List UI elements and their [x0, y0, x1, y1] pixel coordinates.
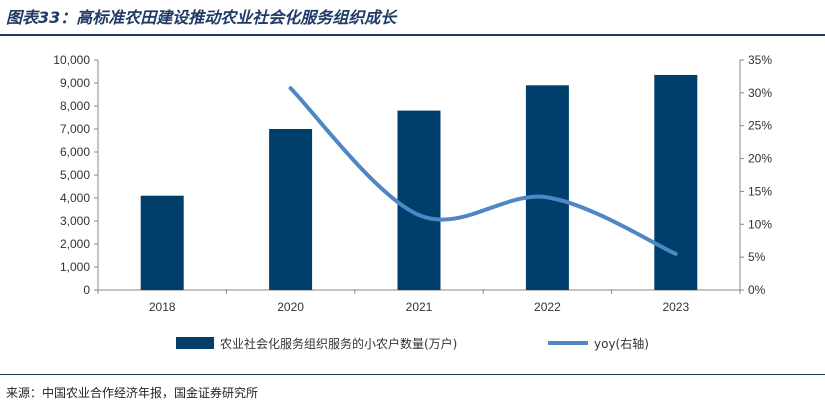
- yoy-point: [418, 214, 420, 216]
- bar-2018: [140, 195, 184, 290]
- chart-axes: 0 1,000 2,000 3,000 4,000 5,000 6,000 7,000 8,00…: [53, 53, 772, 297]
- right-tick-label: 25%: [748, 119, 772, 133]
- left-tick-label: 4,000: [60, 191, 90, 205]
- x-axis-labels: 2018 2020 2021 2022 2023: [149, 300, 690, 314]
- legend-bar-swatch: [176, 337, 214, 349]
- bar-2023: [654, 74, 698, 290]
- left-tick-label: 0: [83, 283, 90, 297]
- left-tick-label: 9,000: [60, 76, 90, 90]
- chart-area: 0 1,000 2,000 3,000 4,000 5,000 6,000 7,000 8,00…: [53, 53, 772, 351]
- source-note: 来源：中国农业合作经济年报，国金证券研究所: [6, 386, 259, 400]
- yoy-point: [290, 87, 292, 89]
- yoy-line: [288, 86, 678, 256]
- left-tick-label: 6,000: [60, 145, 90, 159]
- right-tick-label: 5%: [748, 250, 766, 264]
- left-tick-label: 10,000: [53, 53, 90, 67]
- chart-title: 图表33：高标准农田建设推动农业社会化服务组织成长: [6, 8, 397, 27]
- footer-divider: [0, 374, 825, 375]
- right-tick-label: 20%: [748, 152, 772, 166]
- x-tick-label: 2018: [149, 300, 176, 314]
- legend-bar-label: 农业社会化服务组织服务的小农户数量(万户): [220, 336, 457, 351]
- x-tick-label: 2021: [406, 300, 433, 314]
- right-tick-label: 35%: [748, 53, 772, 67]
- right-tick-label: 10%: [748, 217, 772, 231]
- x-tick-label: 2020: [277, 300, 304, 314]
- left-tick-label: 1,000: [60, 260, 90, 274]
- yoy-point: [675, 253, 677, 255]
- x-tick-label: 2022: [534, 300, 561, 314]
- right-tick-label: 0%: [748, 283, 766, 297]
- x-tick-label: 2023: [662, 300, 689, 314]
- left-tick-label: 8,000: [60, 99, 90, 113]
- title-divider: [0, 34, 825, 36]
- left-tick-label: 2,000: [60, 237, 90, 251]
- yoy-point: [546, 196, 548, 198]
- legend: 农业社会化服务组织服务的小农户数量(万户) yoy(右轴): [176, 336, 649, 351]
- bar-series: [140, 74, 698, 290]
- bar-2020: [269, 129, 313, 290]
- left-tick-label: 3,000: [60, 214, 90, 228]
- right-tick-label: 15%: [748, 184, 772, 198]
- left-tick-label: 5,000: [60, 168, 90, 182]
- bar-2022: [525, 85, 569, 290]
- bar-2021: [397, 110, 441, 290]
- legend-line-label: yoy(右轴): [594, 336, 649, 351]
- line-series: [288, 86, 678, 256]
- left-tick-label: 7,000: [60, 122, 90, 136]
- right-tick-label: 30%: [748, 86, 772, 100]
